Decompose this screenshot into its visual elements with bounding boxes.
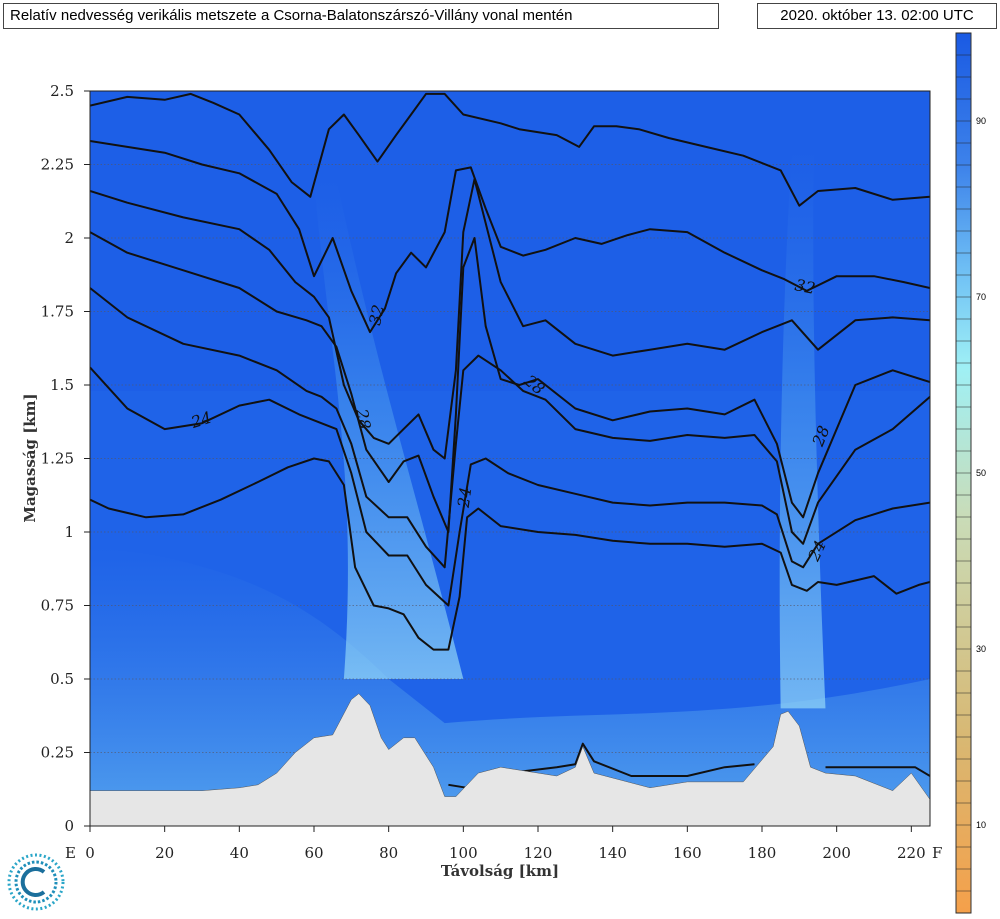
valid-time-label: 2020. október 13. 02:00 UTC [757, 3, 997, 29]
y-tick-label: 1.25 [41, 450, 74, 468]
contour-line [90, 140, 930, 334]
contour-line [90, 231, 930, 533]
x-tick-label: 0 [85, 844, 95, 862]
y-tick-label: 1 [64, 523, 74, 541]
terrain-profile [90, 693, 930, 826]
chart-title: Relatív nedvesség verikális metszete a C… [3, 3, 719, 29]
y-tick-label: 1.5 [50, 376, 74, 394]
contour-line [90, 92, 930, 207]
colorbar-tick-label: 50 [976, 468, 986, 478]
colorbar-tick-label: 10 [976, 820, 986, 830]
x-tick-label: 80 [379, 844, 398, 862]
contour-line [825, 766, 930, 777]
y-tick-label: 0 [64, 817, 74, 835]
y-axis: 0 0.25 0.5 0.75 1 1.25 1.5 1.75 2 2.25 2.5 [41, 82, 90, 835]
colorbar-ticks [956, 32, 971, 914]
x-tick-label: 100 [449, 844, 478, 862]
x-tick-label: 200 [822, 844, 851, 862]
y-axis-title: Magasság [km] [21, 393, 39, 522]
contour-line [90, 287, 930, 569]
x-tick-label: 120 [524, 844, 553, 862]
y-tick-label: 2 [64, 229, 74, 247]
contour-line [90, 457, 930, 651]
colorbar: 10 30 50 70 90 [955, 32, 986, 914]
x-axis-title: Távolság [km] [441, 862, 559, 880]
colorbar-labels: 10 30 50 70 90 [976, 116, 986, 830]
humidity-plume-east [779, 149, 826, 709]
horizontal-gridlines [90, 164, 930, 753]
contour-label: 32 [365, 303, 388, 327]
x-tick-label: 160 [673, 844, 702, 862]
y-tick-label: 0.25 [41, 744, 74, 762]
y-tick-label: 0.5 [50, 670, 74, 688]
colorbar-tick-label: 70 [976, 292, 986, 302]
x-tick-label: 140 [598, 844, 627, 862]
contour-label: 32 [793, 275, 817, 298]
contour-line [90, 178, 930, 460]
plot-area [90, 91, 930, 826]
x-tick-label: 20 [155, 844, 174, 862]
y-tick-label: 2.5 [50, 82, 74, 100]
x-axis-start-label: E [65, 844, 76, 862]
x-tick-label: 220 [897, 844, 926, 862]
colorbar-tick-label: 90 [976, 116, 986, 126]
x-axis: 0 20 40 60 80 100 120 140 160 180 200 220 [85, 826, 926, 862]
y-tick-label: 1.75 [41, 303, 74, 321]
met-service-logo-icon [7, 853, 65, 911]
x-tick-label: 40 [230, 844, 249, 862]
x-axis-end-label: F [932, 844, 942, 862]
y-tick-label: 2.25 [41, 156, 74, 174]
y-tick-label: 0.75 [41, 597, 74, 615]
x-tick-label: 180 [748, 844, 777, 862]
x-tick-label: 60 [304, 844, 323, 862]
contour-label: 28 [352, 406, 374, 430]
contour-label: 24 [454, 486, 476, 510]
colorbar-tick-label: 30 [976, 644, 986, 654]
contour-line [90, 366, 930, 607]
humidity-plume-west [314, 179, 464, 679]
